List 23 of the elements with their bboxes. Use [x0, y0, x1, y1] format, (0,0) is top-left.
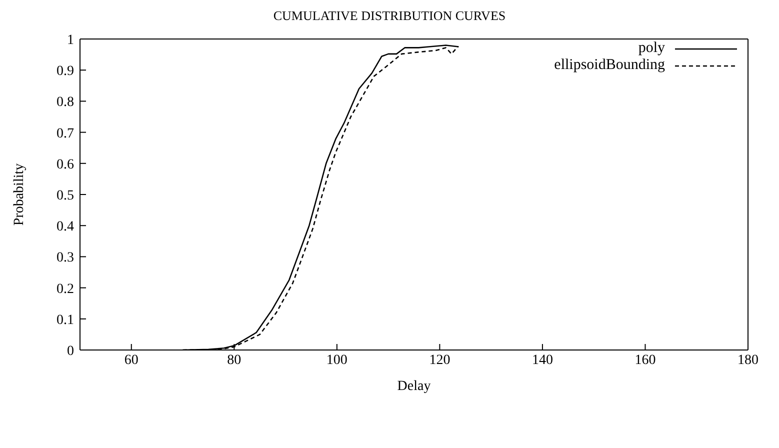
x-axis-title: Delay — [397, 379, 431, 394]
legend-label: ellipsoidBounding — [554, 57, 665, 74]
y-tick-label: 0.7 — [56, 126, 74, 142]
chart-title: CUMULATIVE DISTRIBUTION CURVES — [272, 8, 507, 25]
y-tick-label: 0.1 — [56, 312, 74, 328]
y-tick-label: 0.3 — [56, 250, 74, 266]
y-tick-label: 0.8 — [56, 95, 74, 110]
y-tick-label: 0 — [67, 344, 74, 359]
y-axis-title: Probability — [12, 163, 27, 226]
x-tick-label: 140 — [532, 352, 553, 368]
x-tick-label: 60 — [124, 352, 138, 368]
x-tick-label: 120 — [429, 352, 450, 368]
y-tick-label: 0.6 — [56, 157, 74, 172]
x-tick-label: 180 — [738, 352, 758, 368]
y-tick-label: 0.2 — [56, 282, 74, 297]
y-tick-label: 0.4 — [56, 220, 74, 235]
x-tick-label: 80 — [227, 352, 242, 368]
y-tick-label: 1 — [67, 32, 74, 48]
y-tick-label: 0.5 — [56, 188, 74, 204]
y-tick-label: 0.9 — [56, 64, 74, 80]
x-tick-label: 100 — [326, 352, 348, 368]
x-tick-label: 160 — [634, 352, 656, 368]
legend-label: poly — [638, 40, 665, 57]
